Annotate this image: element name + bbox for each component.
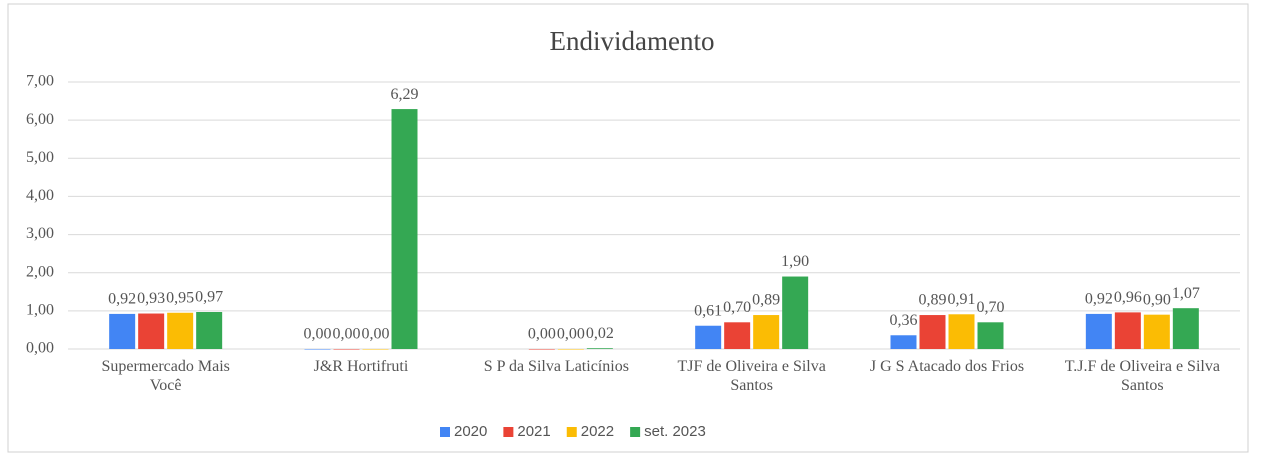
x-tick-label-box: S P da Silva Laticínios <box>483 358 629 375</box>
x-tick-label-box: J&R Hortifruti <box>313 358 409 375</box>
legend-swatch <box>503 427 514 437</box>
bar <box>1172 308 1199 349</box>
legend-swatch <box>630 427 641 437</box>
x-tick-label-box: TJF de Oliveira e Silva Santos <box>677 358 826 394</box>
y-tick-label: 1,00 <box>26 302 54 319</box>
data-label: 0,92 <box>108 291 136 308</box>
data-label: 0,00 <box>557 326 585 343</box>
bar <box>890 335 917 349</box>
data-label: 0,00 <box>333 326 361 343</box>
legend-label: 2021 <box>517 423 550 440</box>
y-tick-label: 5,00 <box>26 149 54 166</box>
y-tick-label: 0,00 <box>26 340 54 357</box>
chart-frame <box>7 3 1249 453</box>
bar <box>304 349 331 350</box>
bar <box>391 109 418 350</box>
data-label: 1,07 <box>1172 285 1200 302</box>
data-label: 0,96 <box>1114 289 1142 306</box>
data-label: 0,00 <box>528 326 556 343</box>
bar <box>724 322 751 349</box>
data-label: 0,70 <box>977 299 1005 316</box>
x-tick-label-box: T.J.F de Oliveira e Silva Santos <box>1064 358 1220 394</box>
bar <box>528 349 555 350</box>
bar <box>196 312 223 349</box>
y-tick-label: 6,00 <box>26 111 54 128</box>
data-label: 0,00 <box>362 326 390 343</box>
data-label: 0,70 <box>723 299 751 316</box>
x-tick-label-box: J G S Atacado dos Frios <box>869 358 1025 375</box>
legend-swatch <box>440 427 450 437</box>
bar <box>1085 313 1112 349</box>
x-tick-label: J&R Hortifruti <box>313 358 409 375</box>
y-tick-label: 4,00 <box>26 187 54 204</box>
bar <box>362 349 389 350</box>
bar <box>586 348 613 349</box>
x-tick-label: TJF de Oliveira e Silva Santos <box>677 358 826 394</box>
data-label: 0,92 <box>1085 291 1113 308</box>
x-tick-label: S P da Silva Laticínios <box>483 358 629 375</box>
data-label: 0,89 <box>752 292 780 309</box>
y-tick-label: 7,00 <box>26 73 54 90</box>
bar <box>919 315 946 349</box>
data-label: 1,90 <box>781 253 809 270</box>
data-label: 0,95 <box>166 289 194 306</box>
bar <box>167 312 194 349</box>
data-label: 0,89 <box>919 292 947 309</box>
data-label: 0,97 <box>195 289 223 306</box>
bar <box>1114 312 1141 349</box>
data-label: 0,93 <box>137 290 165 307</box>
data-label: 6,29 <box>391 86 419 103</box>
data-label: 0,90 <box>1143 291 1171 308</box>
bar <box>977 322 1004 349</box>
legend-swatch <box>566 427 577 437</box>
bar <box>557 349 584 350</box>
bar <box>1143 314 1170 349</box>
data-label: 0,36 <box>890 312 918 329</box>
bar <box>753 315 780 349</box>
data-label: 0,02 <box>586 325 614 342</box>
x-tick-label-box: Supermercado Mais Você <box>101 358 230 394</box>
x-tick-label: J G S Atacado dos Frios <box>869 358 1025 375</box>
y-tick-label: 3,00 <box>26 225 54 242</box>
legend-label: 2022 <box>581 423 614 440</box>
legend-label: set. 2023 <box>644 423 706 440</box>
legend-label: 2020 <box>454 423 487 440</box>
bar <box>333 349 360 350</box>
bar <box>695 325 722 349</box>
data-label: 0,91 <box>948 291 976 308</box>
bar <box>782 276 809 349</box>
chart-title: Endividamento <box>550 26 715 56</box>
data-label: 0,61 <box>694 302 722 319</box>
x-tick-label: T.J.F de Oliveira e Silva Santos <box>1064 358 1220 394</box>
bar <box>109 313 136 349</box>
x-tick-label: Supermercado Mais Você <box>101 358 230 394</box>
y-tick-label: 2,00 <box>26 263 54 280</box>
data-label: 0,00 <box>304 326 332 343</box>
bar <box>138 313 165 349</box>
bar <box>948 314 975 349</box>
